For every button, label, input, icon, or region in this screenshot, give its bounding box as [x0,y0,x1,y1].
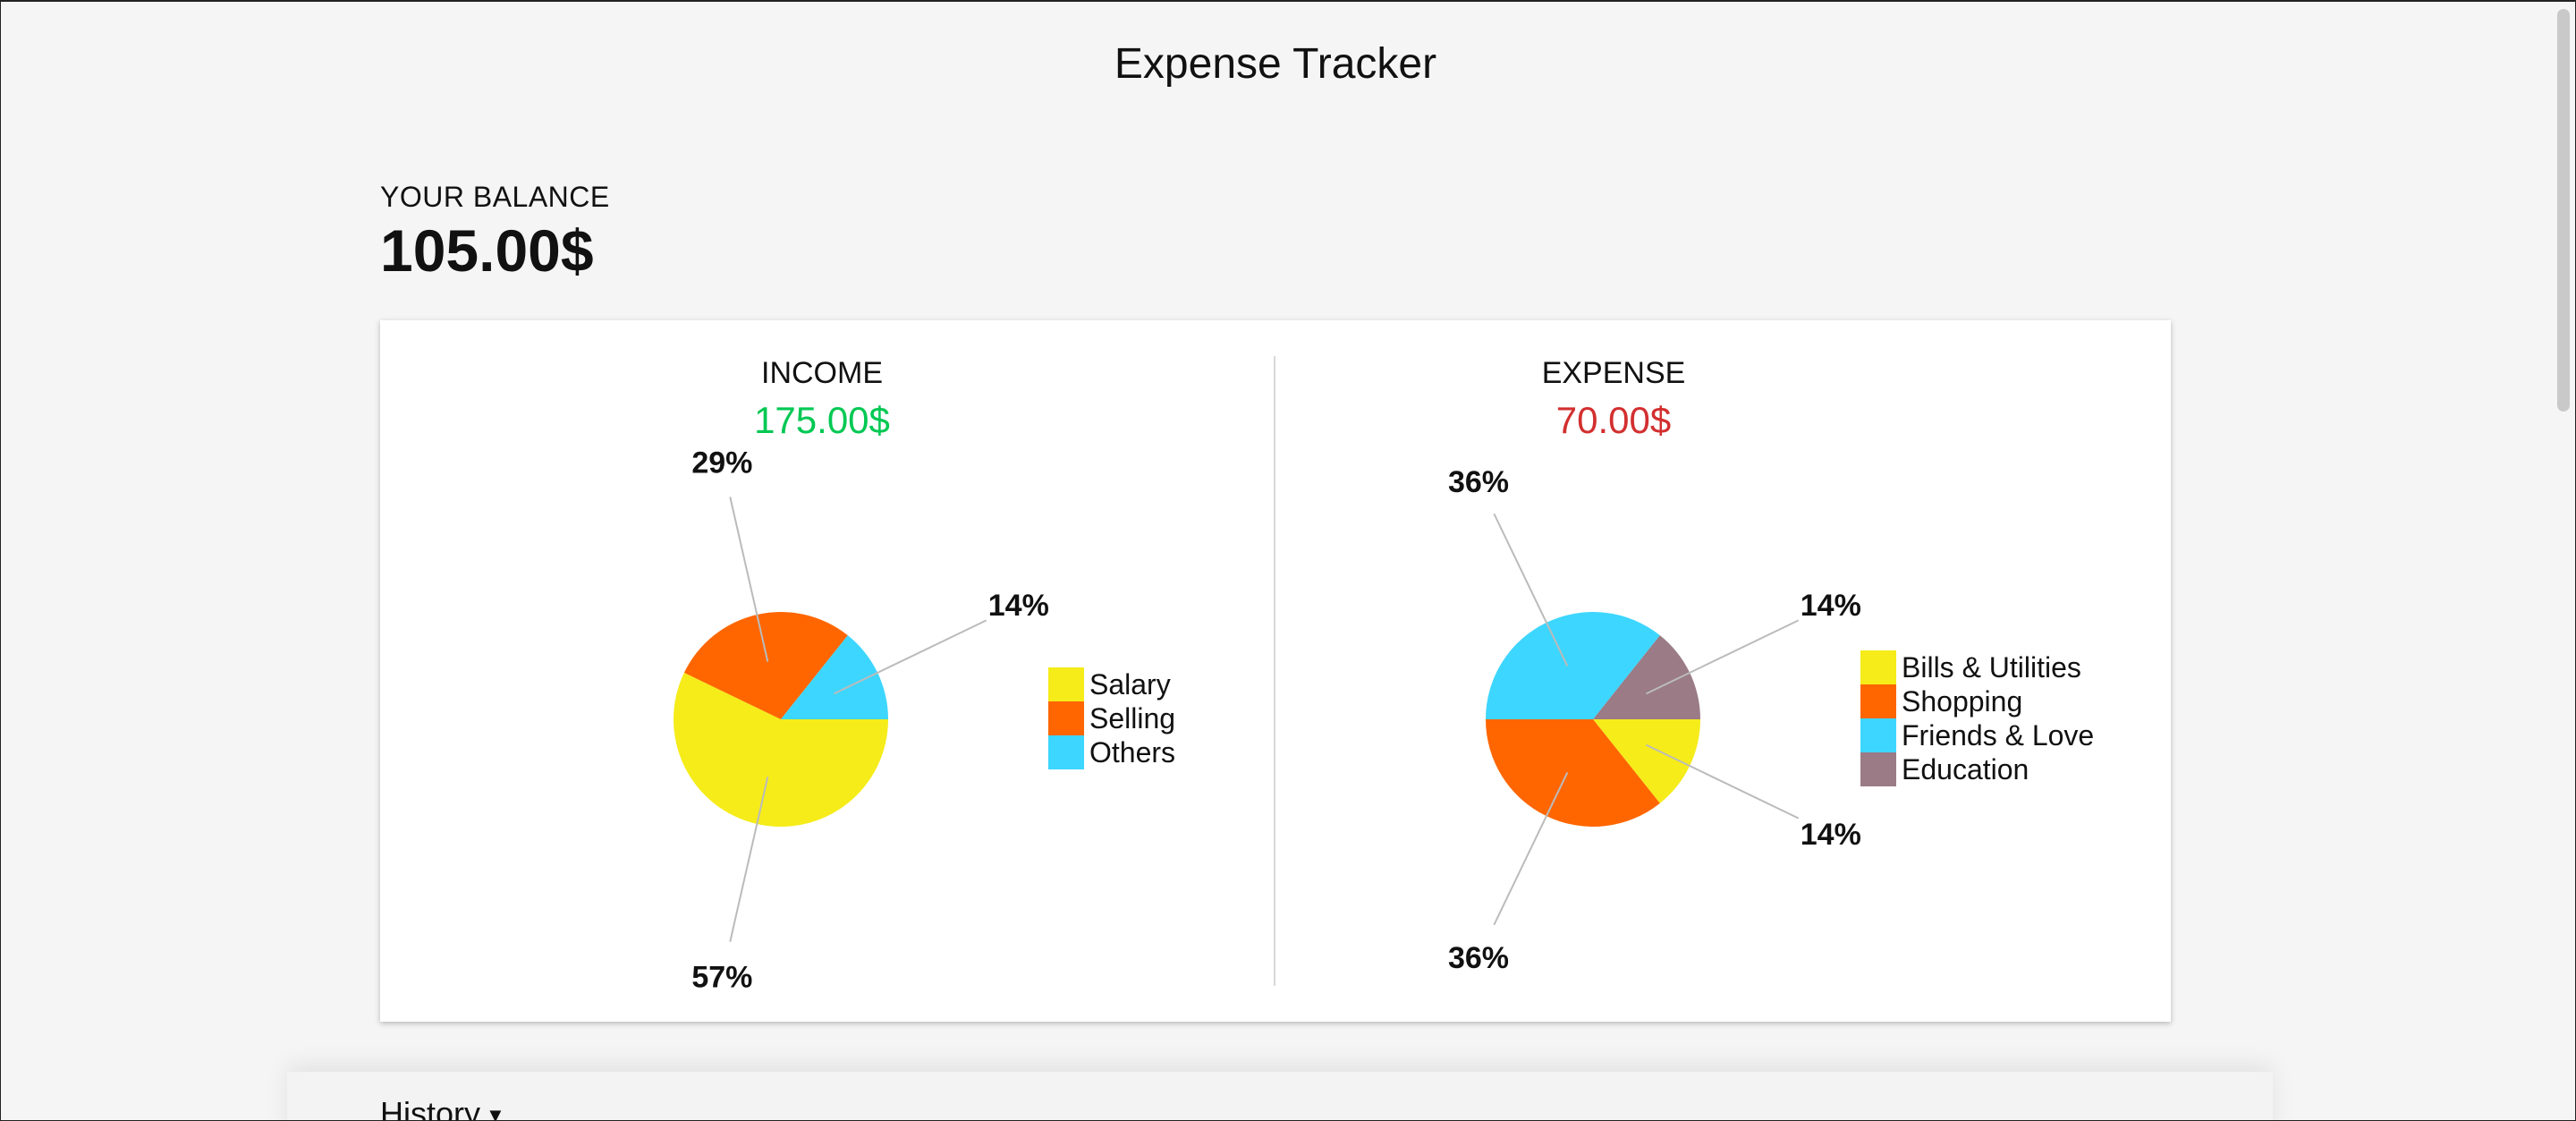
expense-slice-bills-utilities [1593,719,1700,803]
income-amount: 175.00$ [754,399,890,441]
expense-leader-friends-love [1493,513,1569,667]
income-leader-selling [729,497,769,662]
expense-leader-bills-utilities [1646,743,1800,820]
income-slice-others [781,635,888,719]
section-divider [1274,356,1275,986]
income-leader-others [834,619,987,695]
income-legend-swatch-others [1048,735,1084,769]
expense-legend-swatch-friends-love [1860,718,1896,752]
income-pct-label-selling: 29% [691,446,752,480]
caret-down-icon: ▼ [486,1104,505,1121]
income-legend-label-others: Others [1089,736,1175,769]
history-panel [287,1072,2273,1120]
balance-value: 105.00$ [380,217,594,284]
expense-pct-label-friends-love: 36% [1448,465,1509,499]
expense-legend-label-bills-utilities: Bills & Utilities [1902,651,2081,684]
summary-card: INCOME 175.00$ EXPENSE 70.00$ 57% 29% 14% S… [380,320,2171,1022]
scrollbar[interactable] [2550,2,2575,1120]
expense-amount: 70.00$ [1555,399,1672,441]
balance-label: YOUR BALANCE [380,181,610,213]
income-legend-label-salary: Salary [1089,668,1171,701]
expense-heading: EXPENSE [1541,356,1686,390]
expense-legend-swatch-education [1860,752,1896,786]
income-legend-swatch-salary [1048,667,1084,701]
income-leader-salary [729,777,769,942]
income-pct-label-others: 14% [988,589,1049,623]
income-slice-salary [674,672,888,827]
expense-legend-label-education: Education [1902,753,2029,786]
expense-pct-label-shopping: 36% [1448,941,1509,975]
income-legend-swatch-selling [1048,701,1084,735]
income-pct-label-salary: 57% [691,961,752,995]
scrollbar-thumb[interactable] [2557,9,2570,412]
expense-slice-education [1593,635,1700,719]
expense-legend-swatch-bills-utilities [1860,650,1896,684]
expense-pct-label-education: 14% [1801,589,1861,623]
history-toggle[interactable]: History ▼ [380,1095,505,1121]
income-slice-selling [683,612,848,719]
expense-slice-friends-love [1486,612,1660,719]
expense-leader-shopping [1493,772,1569,926]
income-heading: INCOME [761,356,883,390]
expense-legend-label-friends-love: Friends & Love [1902,719,2094,752]
expense-pie: 14% 36% 36% 14% [1448,465,1861,975]
income-pie: 57% 29% 14% [674,446,1049,995]
page-title: Expense Tracker [1114,40,1437,88]
expense-pie-chart: 14% 36% 36% 14% Bills & UtilitiesShoppingFri… [1448,465,2094,975]
expense-legend-swatch-shopping [1860,684,1896,718]
expense-leader-education [1646,619,1800,695]
expense-slice-shopping [1486,719,1660,827]
expense-pct-label-bills-utilities: 14% [1801,818,1861,852]
history-label: History [380,1095,481,1121]
income-legend-label-selling: Selling [1089,702,1175,735]
expense-legend-label-shopping: Shopping [1902,685,2022,718]
